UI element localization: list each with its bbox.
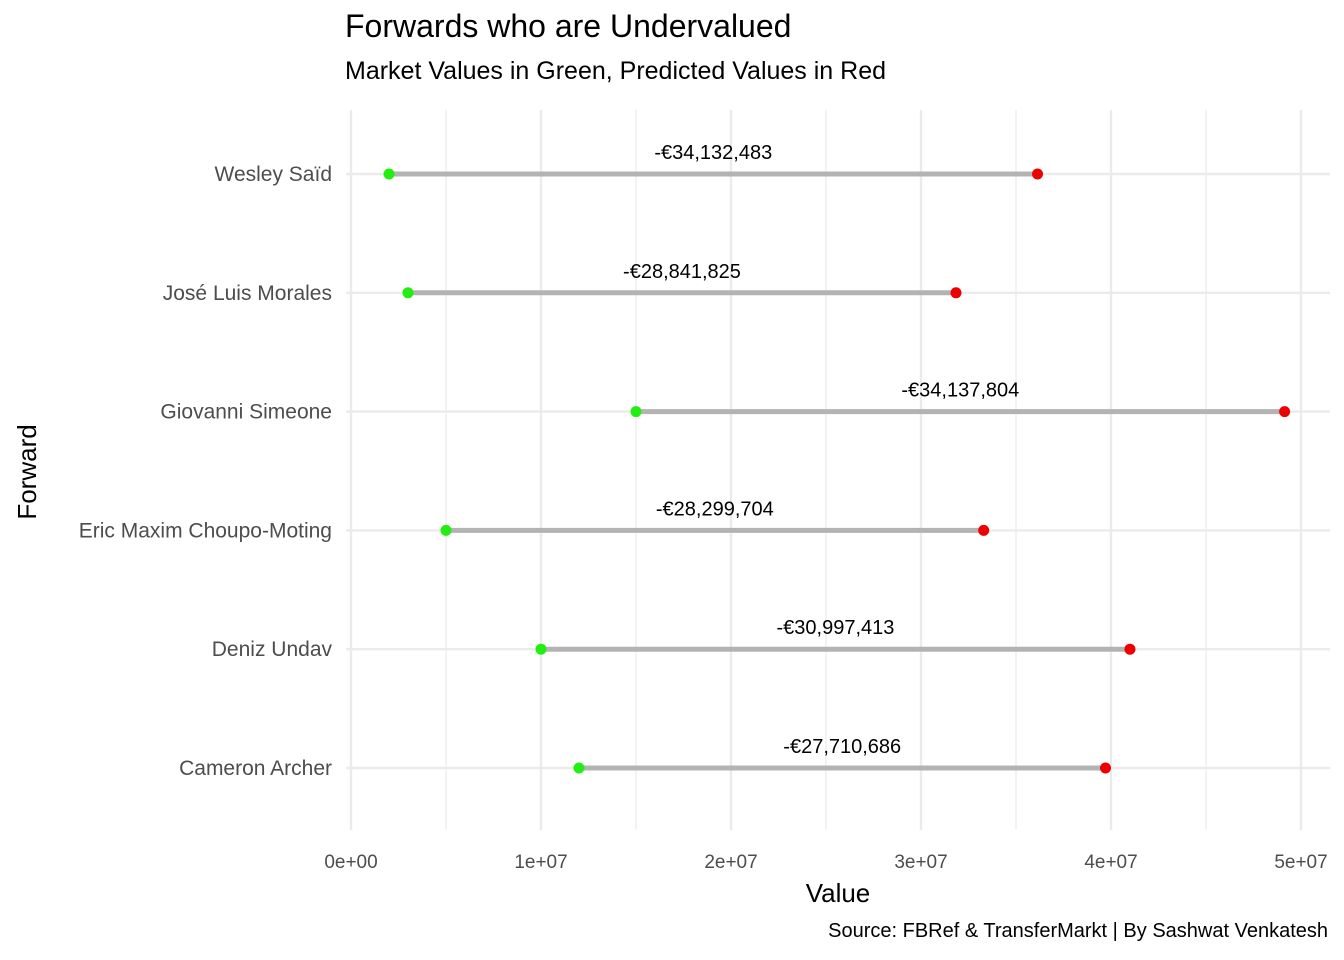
x-tick-label: 3e+07 bbox=[894, 852, 947, 873]
difference-label: -€27,710,686 bbox=[783, 736, 901, 758]
y-tick-label: Cameron Archer bbox=[179, 757, 332, 780]
points bbox=[383, 168, 1291, 774]
y-tick-label: Eric Maxim Choupo-Moting bbox=[79, 519, 332, 542]
predicted-value-point bbox=[978, 524, 990, 536]
y-tick-label: Deniz Undav bbox=[212, 638, 333, 661]
x-tick-label: 1e+07 bbox=[514, 852, 567, 873]
y-axis-title: Forward bbox=[12, 424, 42, 519]
market-value-point bbox=[535, 643, 547, 655]
x-tick-label: 4e+07 bbox=[1084, 852, 1137, 873]
difference-label: -€34,137,804 bbox=[901, 380, 1019, 402]
market-value-point bbox=[440, 524, 452, 536]
segments bbox=[389, 171, 1285, 771]
grid-lines bbox=[346, 110, 1330, 830]
difference-label: -€28,299,704 bbox=[656, 498, 774, 520]
predicted-value-point bbox=[950, 287, 962, 299]
y-tick-labels: Wesley Saïd José Luis Morales Giovanni Sim… bbox=[79, 163, 333, 780]
predicted-value-point bbox=[1100, 762, 1112, 774]
market-value-point bbox=[630, 406, 642, 418]
x-tick-labels: 0e+00 1e+07 2e+07 3e+07 4e+07 5e+07 bbox=[324, 852, 1327, 873]
y-tick-label: Wesley Saïd bbox=[215, 163, 333, 186]
market-value-point bbox=[383, 168, 395, 180]
difference-label: -€28,841,825 bbox=[623, 261, 741, 283]
market-value-point bbox=[402, 287, 414, 299]
chart-title: Forwards who are Undervalued bbox=[345, 8, 792, 44]
x-tick-label: 2e+07 bbox=[704, 852, 757, 873]
x-axis-title: Value bbox=[806, 878, 871, 908]
predicted-value-point bbox=[1032, 168, 1044, 180]
x-tick-label: 5e+07 bbox=[1274, 852, 1327, 873]
predicted-value-point bbox=[1279, 406, 1291, 418]
predicted-value-point bbox=[1124, 643, 1136, 655]
difference-labels: -€34,132,483 -€28,841,825 -€34,137,804 -€28… bbox=[623, 142, 1019, 758]
y-tick-label: Giovanni Simeone bbox=[160, 401, 332, 424]
chart-subtitle: Market Values in Green, Predicted Values… bbox=[345, 57, 887, 85]
y-tick-label: José Luis Morales bbox=[163, 282, 332, 305]
difference-label: -€34,132,483 bbox=[654, 142, 772, 164]
market-value-point bbox=[573, 762, 585, 774]
difference-label: -€30,997,413 bbox=[777, 617, 895, 639]
x-tick-label: 0e+00 bbox=[324, 852, 377, 873]
chart-caption: Source: FBRef & TransferMarkt | By Sashw… bbox=[828, 920, 1328, 942]
